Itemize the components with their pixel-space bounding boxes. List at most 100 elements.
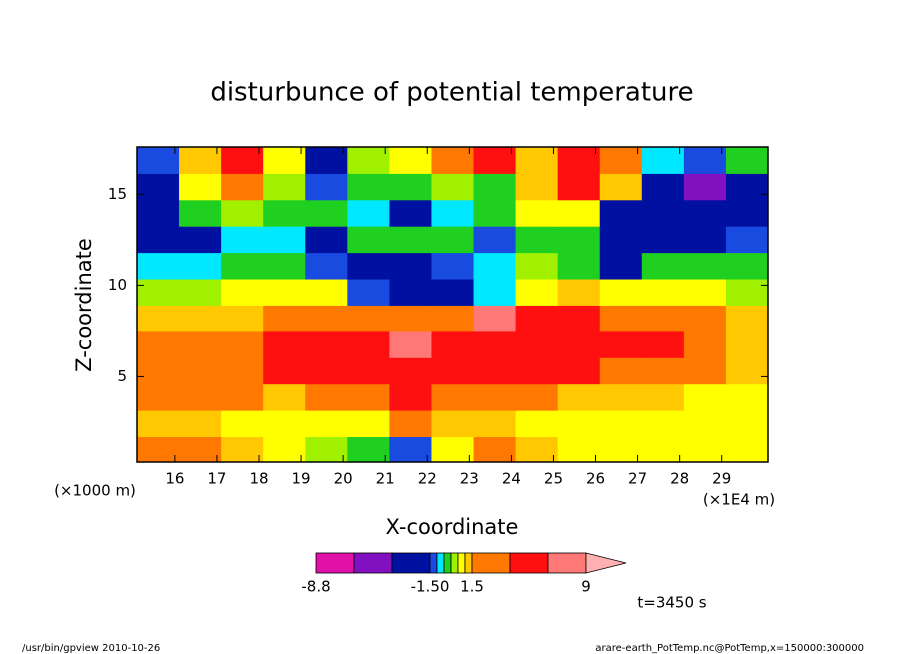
field-cell: [557, 305, 601, 332]
field-cell: [263, 305, 306, 332]
field-cell: [431, 410, 475, 438]
field-cell: [473, 147, 517, 174]
field-cell: [221, 173, 264, 201]
field-cell: [515, 383, 559, 411]
field-cell: [515, 279, 559, 306]
field-cell: [347, 357, 390, 385]
field-cell: [347, 330, 390, 358]
x-tick-label: 19: [292, 470, 311, 488]
x-tick-label: 16: [165, 470, 184, 488]
field-cell: [641, 305, 685, 332]
colorbar-bin: [509, 552, 549, 574]
field-cell: [263, 436, 306, 463]
field-cell: [683, 330, 727, 358]
x-tick-label: 23: [460, 470, 479, 488]
field-cell: [473, 199, 517, 227]
field-cell: [221, 199, 264, 227]
field-cell: [389, 410, 432, 438]
field-cell: [137, 305, 180, 332]
x-tick-label: 22: [418, 470, 437, 488]
field-cell: [389, 147, 432, 174]
field-cell: [431, 436, 475, 463]
field-cell: [263, 226, 306, 254]
colorbar-label: -8.8: [301, 578, 330, 596]
colorbar-bin: [443, 552, 452, 574]
field-cell: [557, 330, 601, 358]
field-cell: [683, 383, 727, 411]
field-cell: [389, 436, 432, 463]
field-cell: [263, 357, 306, 385]
field-cell: [473, 357, 517, 385]
field-cell: [725, 410, 769, 438]
field-cell: [137, 252, 180, 280]
field-cell: [473, 279, 517, 306]
field-cell: [305, 410, 348, 438]
field-cell: [347, 279, 390, 306]
field-cell: [137, 383, 180, 411]
field-cell: [641, 357, 685, 385]
colorbar-bin: [457, 552, 466, 574]
field-cell: [641, 147, 685, 174]
field-cell: [473, 383, 517, 411]
colorbar-bin: [429, 552, 438, 574]
field-cell: [473, 436, 517, 463]
field-cell: [599, 436, 643, 463]
field-cell: [137, 147, 180, 174]
field-cell: [263, 330, 306, 358]
field-cell: [473, 410, 517, 438]
field-cell: [431, 252, 475, 280]
field-cell: [137, 226, 180, 254]
field-cell: [263, 410, 306, 438]
field-cell: [515, 147, 559, 174]
field-cell: [683, 252, 727, 280]
x-tick-label: 29: [712, 470, 731, 488]
field-cell: [389, 383, 432, 411]
field-cell: [683, 199, 727, 227]
field-cell: [179, 305, 222, 332]
field-cell: [515, 436, 559, 463]
field-cell: [557, 226, 601, 254]
field-cell: [515, 226, 559, 254]
field-cell: [305, 252, 348, 280]
field-cell: [599, 357, 643, 385]
field-cell: [599, 252, 643, 280]
x-tick-label: 25: [544, 470, 563, 488]
field-cell: [515, 357, 559, 385]
field-cell: [557, 199, 601, 227]
field-cell: [347, 173, 390, 201]
field-cell: [179, 279, 222, 306]
footer-left: /usr/bin/gpview 2010-10-26: [22, 643, 160, 654]
field-cell: [683, 147, 727, 174]
field-cell: [221, 226, 264, 254]
field-cell: [515, 199, 559, 227]
field-cell: [221, 357, 264, 385]
field-cell: [179, 199, 222, 227]
field-cell: [599, 410, 643, 438]
field-cell: [137, 199, 180, 227]
field-cell: [263, 383, 306, 411]
field-cell: [683, 173, 727, 201]
field-cell: [725, 305, 769, 332]
field-cell: [431, 305, 475, 332]
field-cell: [347, 410, 390, 438]
field-cell: [641, 410, 685, 438]
colorbar-bin: [353, 552, 393, 574]
field-cell: [557, 383, 601, 411]
field-cell: [179, 173, 222, 201]
field-cell: [431, 147, 475, 174]
field-cell: [305, 357, 348, 385]
colorbar-label: -1.50: [411, 578, 450, 596]
field-cell: [347, 147, 390, 174]
field-cell: [641, 226, 685, 254]
field-cell: [725, 383, 769, 411]
colorbar-bin: [547, 552, 587, 574]
field-cell: [557, 147, 601, 174]
field-cell: [347, 436, 390, 463]
chart-title: disturbunce of potential temperature: [210, 78, 693, 108]
field-cell: [305, 279, 348, 306]
colorbar-bin: [471, 552, 511, 574]
field-cell: [683, 305, 727, 332]
field-cell: [641, 330, 685, 358]
field-cell: [347, 383, 390, 411]
